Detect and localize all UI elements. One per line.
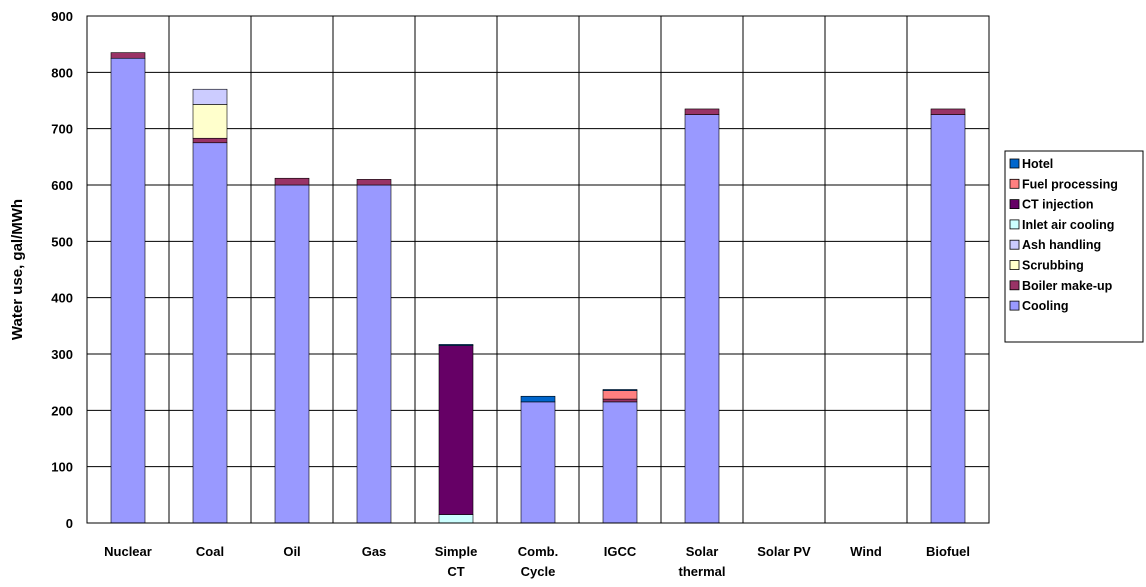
- x-category-label-line: Comb.: [518, 544, 558, 559]
- gridlines: [87, 15, 989, 524]
- y-tick-label: 800: [51, 65, 73, 80]
- legend-swatch: [1009, 178, 1020, 189]
- y-tick-label: 700: [51, 122, 73, 137]
- bar-segment: [192, 88, 228, 105]
- bar-segment: [602, 390, 638, 400]
- legend-swatch: [1009, 158, 1020, 169]
- bar-segment: [356, 184, 392, 524]
- legend-label: Fuel processing: [1022, 177, 1118, 191]
- x-category-label: Comb. Cycle: [518, 544, 558, 579]
- x-category-label-line: CT: [447, 564, 464, 579]
- legend-label: Cooling: [1022, 299, 1069, 313]
- bar-segment: [438, 344, 474, 346]
- x-category-label: IGCC: [604, 544, 637, 559]
- plot-area-border: [86, 15, 990, 524]
- y-tick-label: 900: [51, 9, 73, 24]
- legend-swatch: [1009, 300, 1020, 311]
- x-category-label-line: Solar PV: [757, 544, 811, 559]
- x-category-label-line: Oil: [283, 544, 300, 559]
- legend-label: Boiler make-up: [1022, 279, 1113, 293]
- bar-segment: [438, 345, 474, 515]
- y-tick-label: 500: [51, 234, 73, 249]
- bar-segment: [602, 398, 638, 403]
- x-category-label-line: Biofuel: [926, 544, 970, 559]
- x-category-label-line: thermal: [679, 564, 726, 579]
- bars: [110, 52, 966, 524]
- legend-swatch: [1009, 239, 1020, 250]
- y-axis-tick-labels: 0 100 200 300 400 500 600 700 800 900: [51, 9, 73, 531]
- bar-segment: [110, 52, 146, 59]
- bar-segment: [192, 104, 228, 139]
- bar-segment: [684, 108, 720, 115]
- x-category-label-line: Cycle: [521, 564, 556, 579]
- bar-segment: [274, 184, 310, 524]
- bar-segment: [684, 114, 720, 524]
- bar-segment: [520, 401, 556, 524]
- x-category-label: Solar thermal: [679, 544, 726, 579]
- bar-segment: [438, 514, 474, 524]
- x-category-label-line: IGCC: [604, 544, 637, 559]
- legend-swatch: [1009, 219, 1020, 230]
- y-tick-label: 300: [51, 347, 73, 362]
- y-axis-title: Water use, gal/MWh: [9, 199, 26, 340]
- legend-label: CT injection: [1022, 198, 1094, 212]
- x-category-label: Oil: [283, 544, 300, 559]
- legend-box: [1004, 150, 1144, 343]
- bar-segment: [520, 395, 556, 403]
- bar-segment: [602, 401, 638, 524]
- legend: Hotel Fuel processing CT injection Inlet ai…: [1004, 150, 1144, 343]
- legend-label: Inlet air cooling: [1022, 218, 1114, 232]
- y-tick-label: 200: [51, 403, 73, 418]
- legend-swatch: [1009, 199, 1020, 210]
- bar-segment: [192, 137, 228, 144]
- x-category-label: Simple CT: [435, 544, 478, 579]
- bar-segment: [110, 57, 146, 524]
- x-category-label-line: Solar: [686, 544, 719, 559]
- x-category-label: Solar PV: [757, 544, 811, 559]
- x-category-label-line: Nuclear: [104, 544, 152, 559]
- x-category-label-line: Coal: [196, 544, 224, 559]
- x-category-label: Gas: [362, 544, 387, 559]
- bar-segment: [930, 108, 966, 115]
- y-tick-label: 0: [66, 516, 73, 531]
- x-category-label-line: Gas: [362, 544, 387, 559]
- x-category-label: Nuclear: [104, 544, 152, 559]
- bar-segment: [602, 389, 638, 391]
- x-category-label: Wind: [850, 544, 882, 559]
- legend-swatch: [1009, 280, 1020, 291]
- y-tick-label: 100: [51, 460, 73, 475]
- bar-segment: [192, 142, 228, 524]
- x-axis-category-labels: Nuclear Coal Oil Gas Simple CT Comb. Cycle IGCC S…: [104, 544, 970, 579]
- x-category-label-line: Simple: [435, 544, 478, 559]
- legend-swatch: [1009, 260, 1020, 270]
- x-category-label-line: Wind: [850, 544, 882, 559]
- y-tick-label: 600: [51, 178, 73, 193]
- bar-segment: [356, 179, 392, 186]
- bar-segment: [930, 114, 966, 524]
- y-tick-label: 400: [51, 291, 73, 306]
- legend-label: Hotel: [1022, 157, 1053, 171]
- x-category-label: Biofuel: [926, 544, 970, 559]
- legend-label: Ash handling: [1022, 238, 1101, 252]
- bar-segment: [274, 177, 310, 186]
- x-category-label: Coal: [196, 544, 224, 559]
- legend-label: Scrubbing: [1022, 259, 1084, 273]
